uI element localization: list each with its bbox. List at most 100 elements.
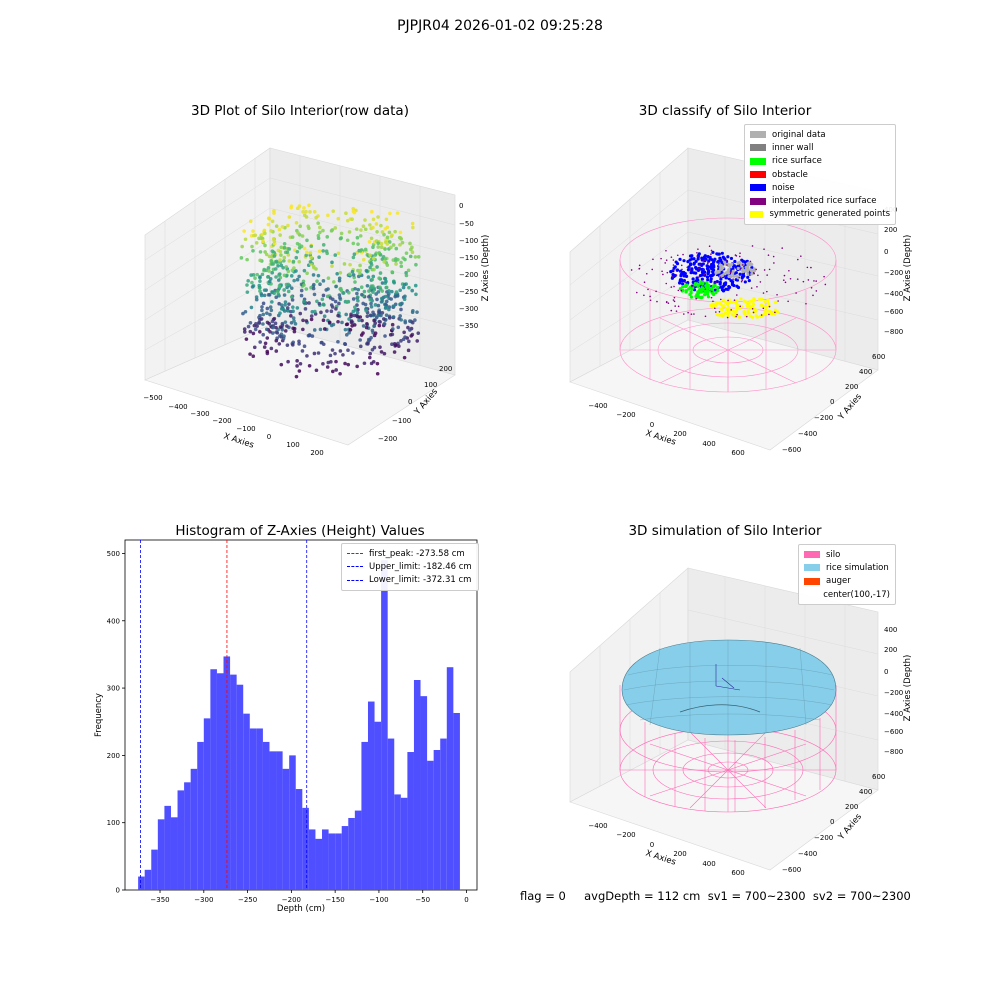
classified-point <box>720 308 724 312</box>
scatter-point <box>270 270 274 275</box>
classified-point <box>666 271 669 274</box>
classified-point <box>708 245 711 247</box>
scatter-point <box>390 289 394 294</box>
classified-point <box>718 256 722 260</box>
scatter-point <box>357 318 361 323</box>
scatter-point <box>321 318 326 323</box>
classified-point <box>673 300 676 303</box>
classified-point <box>738 306 742 311</box>
scatter-point <box>394 290 399 294</box>
scatter-point <box>387 230 392 235</box>
classified-point <box>727 306 731 310</box>
scatter-point <box>325 365 330 369</box>
histogram-bar <box>190 768 198 890</box>
y-tick-label: 0 <box>116 887 120 895</box>
classified-point <box>722 304 726 308</box>
classified-point <box>726 264 728 266</box>
scatter-point <box>266 222 271 227</box>
scatter-point <box>270 331 275 335</box>
scatter-point <box>387 316 392 320</box>
scatter-point <box>383 334 387 338</box>
classified-point <box>715 312 719 317</box>
classified-point <box>725 260 728 263</box>
legend-label: noise <box>772 182 795 193</box>
classified-point <box>724 287 728 291</box>
scatter-point <box>353 280 357 284</box>
scatter-point <box>262 345 267 349</box>
classified-point <box>715 285 720 290</box>
scatter-point <box>395 211 400 215</box>
scatter-point <box>278 311 282 315</box>
classified-point <box>701 271 705 275</box>
histogram-bar <box>453 712 460 890</box>
scatter-point <box>271 262 275 266</box>
classified-point <box>751 245 754 247</box>
scatter-point <box>393 294 397 299</box>
classified-point <box>716 252 720 256</box>
scatter-point <box>347 330 351 335</box>
p4-ztick: 200 <box>884 646 897 654</box>
scatter-point <box>279 362 284 367</box>
legend-entry: first_peak: -273.58 cm <box>347 547 473 560</box>
scatter-point <box>297 259 302 264</box>
scatter-point <box>298 311 303 316</box>
classified-point <box>665 282 668 285</box>
scatter-point <box>268 329 272 334</box>
histogram-bar <box>177 790 185 890</box>
scatter-point <box>407 285 411 290</box>
classified-point <box>736 266 740 271</box>
scatter-point <box>371 217 376 222</box>
legend-label: silo <box>826 549 841 560</box>
scatter-point <box>378 345 382 349</box>
x-tick-label: −50 <box>415 896 430 904</box>
scatter-point <box>301 279 306 284</box>
scatter-point <box>382 351 387 356</box>
scatter-point <box>330 260 334 265</box>
classified-point <box>708 255 712 259</box>
scatter-point <box>392 304 396 309</box>
classified-point <box>690 268 694 272</box>
legend-entry: noise <box>750 181 890 194</box>
scatter-point <box>379 313 383 318</box>
classified-point <box>788 269 790 272</box>
scatter-point <box>385 263 390 267</box>
scatter-point <box>304 209 308 214</box>
scatter-point <box>276 292 281 296</box>
legend-label: center(100,-17) <box>823 589 890 600</box>
classified-point <box>749 268 753 272</box>
classified-point <box>710 249 713 252</box>
scatter-point <box>282 259 286 263</box>
scatter-point <box>363 247 368 252</box>
scatter-point <box>383 257 388 261</box>
panel2-legend: original data inner wall rice surface ob… <box>744 124 896 226</box>
classified-point <box>698 280 703 284</box>
classified-point <box>701 281 705 285</box>
p1-ytick: 100 <box>424 381 437 389</box>
classified-point <box>729 271 732 274</box>
p1-xtick: −100 <box>236 425 255 433</box>
p2-ztick: −200 <box>884 269 903 277</box>
scatter-point <box>266 266 271 270</box>
scatter-point <box>254 241 259 245</box>
scatter-point <box>285 343 290 347</box>
p2-ytick: −600 <box>782 446 801 454</box>
classified-point <box>727 299 729 302</box>
histogram-bar <box>322 829 329 890</box>
classified-point <box>743 280 747 284</box>
scatter-point <box>372 345 377 350</box>
scatter-point <box>366 275 371 279</box>
scatter-point <box>334 359 338 364</box>
classified-point <box>739 252 741 255</box>
scatter-point <box>380 257 385 261</box>
scatter-point <box>277 342 282 346</box>
classified-point <box>716 289 720 293</box>
scatter-point <box>242 330 247 334</box>
scatter-point <box>369 301 373 306</box>
scatter-point <box>248 329 253 334</box>
classified-point <box>740 266 744 270</box>
scatter-point <box>317 301 322 306</box>
scatter-point <box>375 371 380 376</box>
p2-ytick: 600 <box>872 353 885 361</box>
legend-label: inner wall <box>772 142 814 153</box>
classified-point <box>733 310 737 314</box>
